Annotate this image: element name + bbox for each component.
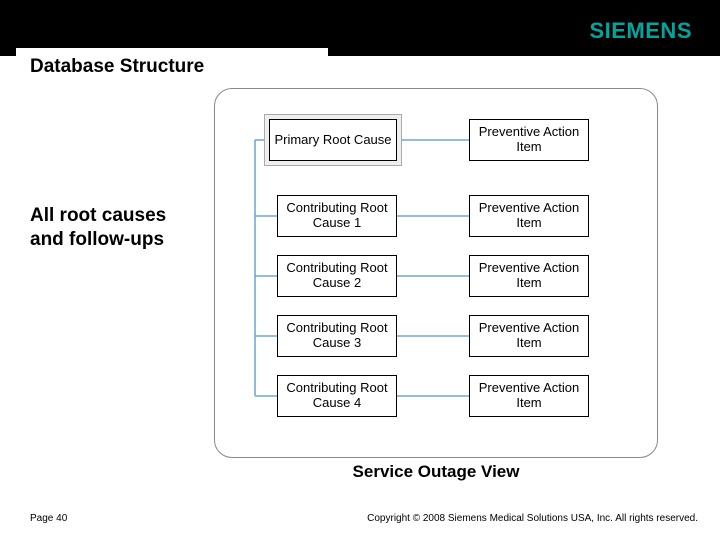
box-contributing-4: Contributing Root Cause 4 [277,375,397,417]
box-preventive-3: Preventive Action Item [469,315,589,357]
diagram-panel: Primary Root Cause Contributing Root Cau… [214,88,658,458]
footer-copyright: Copyright © 2008 Siemens Medical Solutio… [367,513,698,524]
box-preventive-4: Preventive Action Item [469,375,589,417]
box-label: Preventive Action Item [474,321,584,351]
box-contributing-1: Contributing Root Cause 1 [277,195,397,237]
box-label: Contributing Root Cause 2 [282,261,392,291]
box-label: Preventive Action Item [474,125,584,155]
box-preventive-1: Preventive Action Item [469,195,589,237]
diagram-caption: Service Outage View [214,462,658,482]
box-label: Preventive Action Item [474,261,584,291]
box-label: Contributing Root Cause 3 [282,321,392,351]
box-label: Primary Root Cause [274,133,391,148]
box-label: Contributing Root Cause 4 [282,381,392,411]
box-label: Preventive Action Item [474,201,584,231]
side-caption: All root causes and follow-ups [30,204,200,252]
box-primary-root-cause: Primary Root Cause [269,119,397,161]
box-label: Contributing Root Cause 1 [282,201,392,231]
box-contributing-3: Contributing Root Cause 3 [277,315,397,357]
box-contributing-2: Contributing Root Cause 2 [277,255,397,297]
box-label: Preventive Action Item [474,381,584,411]
logo-text: SIEMENS [589,18,692,44]
footer-page: Page 40 [30,513,67,524]
box-preventive-2: Preventive Action Item [469,255,589,297]
title-box: Database Structure [16,48,328,88]
box-preventive-0: Preventive Action Item [469,119,589,161]
page-title: Database Structure [30,56,314,78]
